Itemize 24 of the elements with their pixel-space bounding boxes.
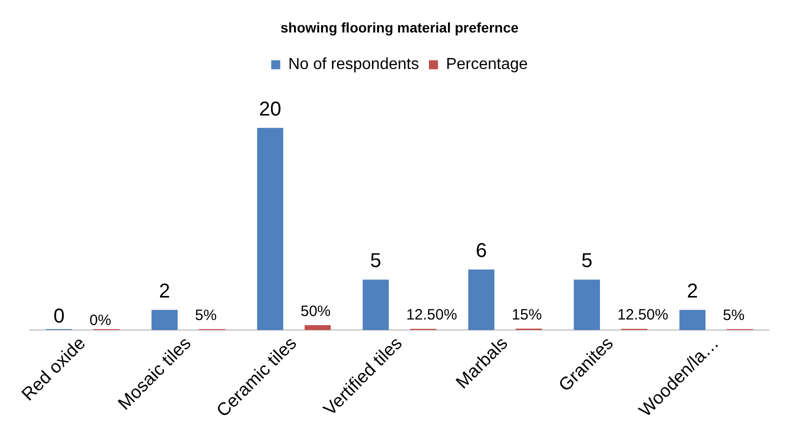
data-label: 5% <box>195 306 217 324</box>
data-label: 0 <box>53 306 65 328</box>
data-label: 15% <box>512 306 542 324</box>
chart-title: showing flooring material prefernce <box>280 19 519 36</box>
bar <box>574 280 600 330</box>
legend-label: No of respondents <box>288 56 419 74</box>
data-label: 6 <box>476 240 487 262</box>
bar <box>362 280 389 330</box>
bar <box>468 269 494 330</box>
data-label: 2 <box>159 280 170 302</box>
data-label: 5% <box>722 306 745 324</box>
data-label: 50% <box>300 302 331 320</box>
legend-label: Percentage <box>446 56 528 74</box>
bar <box>152 310 178 330</box>
data-label: 20 <box>259 98 282 120</box>
bar <box>679 310 706 330</box>
bar <box>304 325 331 330</box>
data-label: 5 <box>581 250 592 272</box>
data-label: 5 <box>370 250 382 272</box>
data-label: 2 <box>686 280 698 302</box>
bar <box>257 128 284 330</box>
data-label: 12.50% <box>406 306 458 324</box>
data-label: 12.50% <box>617 306 668 324</box>
data-label: 0% <box>89 312 112 329</box>
